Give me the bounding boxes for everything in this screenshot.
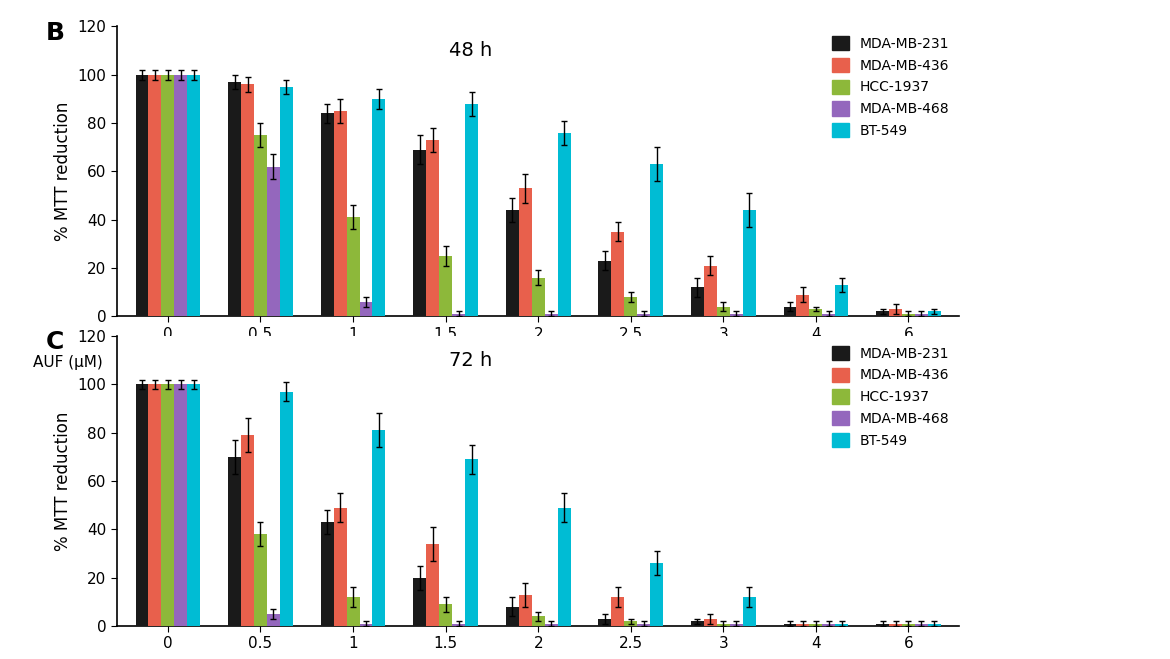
- Bar: [333, 111, 346, 316]
- Bar: [928, 623, 941, 626]
- Bar: [612, 597, 625, 626]
- Bar: [889, 623, 902, 626]
- Bar: [518, 188, 531, 316]
- Bar: [928, 312, 941, 316]
- Bar: [717, 306, 730, 316]
- Bar: [730, 623, 743, 626]
- Bar: [426, 140, 439, 316]
- Bar: [464, 459, 479, 626]
- Bar: [333, 507, 346, 626]
- Bar: [743, 597, 756, 626]
- Bar: [321, 113, 333, 316]
- Bar: [545, 623, 558, 626]
- Bar: [161, 384, 174, 626]
- Bar: [545, 314, 558, 316]
- Bar: [187, 74, 200, 316]
- Bar: [149, 384, 161, 626]
- Bar: [691, 621, 704, 626]
- Bar: [730, 314, 743, 316]
- Bar: [136, 384, 149, 626]
- Bar: [136, 74, 149, 316]
- Bar: [915, 314, 928, 316]
- Bar: [598, 619, 612, 626]
- Bar: [280, 87, 292, 316]
- Bar: [241, 84, 254, 316]
- Bar: [228, 82, 241, 316]
- Bar: [823, 314, 835, 316]
- Bar: [280, 391, 292, 626]
- Bar: [413, 578, 426, 626]
- Bar: [598, 261, 612, 316]
- Bar: [625, 621, 638, 626]
- Text: AUF (μM): AUF (μM): [34, 355, 103, 370]
- Bar: [452, 314, 464, 316]
- Bar: [558, 507, 571, 626]
- Bar: [372, 99, 385, 316]
- Bar: [784, 306, 797, 316]
- Bar: [835, 623, 848, 626]
- Text: B: B: [46, 20, 64, 45]
- Bar: [651, 563, 663, 626]
- Bar: [810, 623, 823, 626]
- Bar: [638, 314, 651, 316]
- Bar: [797, 623, 810, 626]
- Bar: [267, 167, 280, 316]
- Bar: [691, 287, 704, 316]
- Bar: [638, 623, 651, 626]
- Bar: [346, 217, 359, 316]
- Y-axis label: % MTT reduction: % MTT reduction: [54, 101, 73, 241]
- Bar: [187, 384, 200, 626]
- Bar: [704, 266, 717, 316]
- Bar: [505, 607, 518, 626]
- Text: 48 h: 48 h: [449, 41, 493, 60]
- Bar: [915, 623, 928, 626]
- Bar: [889, 309, 902, 316]
- Bar: [505, 210, 518, 316]
- Bar: [267, 614, 280, 626]
- Bar: [902, 623, 915, 626]
- Bar: [531, 616, 545, 626]
- Y-axis label: % MTT reduction: % MTT reduction: [54, 411, 73, 551]
- Bar: [174, 74, 187, 316]
- Bar: [743, 210, 756, 316]
- Bar: [452, 623, 464, 626]
- Bar: [531, 277, 545, 316]
- Bar: [797, 295, 810, 316]
- Bar: [876, 623, 889, 626]
- Legend: MDA-MB-231, MDA-MB-436, HCC-1937, MDA-MB-468, BT-549: MDA-MB-231, MDA-MB-436, HCC-1937, MDA-MB…: [827, 340, 955, 453]
- Bar: [346, 597, 359, 626]
- Bar: [823, 623, 835, 626]
- Bar: [876, 312, 889, 316]
- Bar: [784, 623, 797, 626]
- Legend: MDA-MB-231, MDA-MB-436, HCC-1937, MDA-MB-468, BT-549: MDA-MB-231, MDA-MB-436, HCC-1937, MDA-MB…: [827, 30, 955, 144]
- Bar: [439, 256, 452, 316]
- Bar: [149, 74, 161, 316]
- Text: C: C: [46, 330, 64, 355]
- Bar: [241, 435, 254, 626]
- Bar: [558, 132, 571, 316]
- Bar: [810, 309, 823, 316]
- Bar: [625, 297, 638, 316]
- Bar: [439, 604, 452, 626]
- Bar: [359, 302, 372, 316]
- Bar: [704, 619, 717, 626]
- Bar: [372, 430, 385, 626]
- Bar: [254, 534, 267, 626]
- Bar: [717, 623, 730, 626]
- Bar: [835, 285, 848, 316]
- Bar: [174, 384, 187, 626]
- Bar: [464, 103, 479, 316]
- Bar: [254, 135, 267, 316]
- Text: 72 h: 72 h: [449, 351, 493, 370]
- Bar: [228, 457, 241, 626]
- Bar: [426, 544, 439, 626]
- Bar: [651, 164, 663, 316]
- Bar: [902, 314, 915, 316]
- Bar: [359, 623, 372, 626]
- Bar: [612, 232, 625, 316]
- Bar: [161, 74, 174, 316]
- Bar: [518, 594, 531, 626]
- Bar: [321, 522, 333, 626]
- Bar: [413, 150, 426, 316]
